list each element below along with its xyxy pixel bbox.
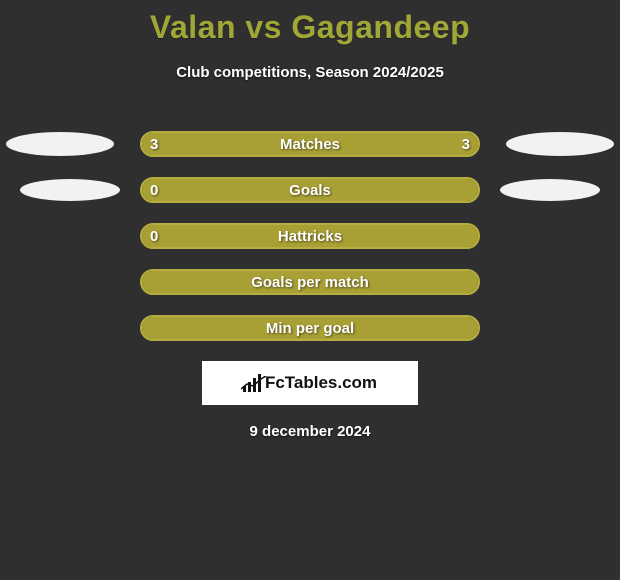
stat-label: Goals per match	[251, 274, 369, 291]
subtitle: Club competitions, Season 2024/2025	[0, 64, 620, 81]
stat-row-min_per_goal: Min per goal	[0, 305, 620, 351]
player-left-ellipse	[20, 179, 120, 201]
stat-right-value: 3	[462, 136, 470, 153]
stat-label: Min per goal	[266, 320, 354, 337]
stat-left-value: 0	[150, 182, 158, 199]
player-right-ellipse	[500, 179, 600, 201]
watermark: FcTables.com	[202, 361, 418, 405]
stat-bar: Goals	[140, 177, 480, 203]
stats-container: 3 3 Matches 0 Goals 0 Hattricks Goals per match…	[0, 121, 620, 351]
bars-icon	[243, 374, 261, 392]
watermark-inner: FcTables.com	[243, 373, 377, 393]
player-left-ellipse	[6, 132, 114, 156]
stat-row-matches: 3 3 Matches	[0, 121, 620, 167]
stat-row-goals: 0 Goals	[0, 167, 620, 213]
footer-date: 9 december 2024	[0, 423, 620, 440]
stat-bar: Hattricks	[140, 223, 480, 249]
stat-bar: Goals per match	[140, 269, 480, 295]
page-title: Valan vs Gagandeep	[0, 0, 620, 46]
trend-line-icon	[241, 376, 267, 390]
stat-left-value: 0	[150, 228, 158, 245]
stat-label: Matches	[280, 136, 340, 153]
stat-bar: Matches	[140, 131, 480, 157]
player-right-ellipse	[506, 132, 614, 156]
stat-label: Goals	[289, 182, 331, 199]
stat-row-goals_per_match: Goals per match	[0, 259, 620, 305]
watermark-text: FcTables.com	[265, 373, 377, 393]
stat-left-value: 3	[150, 136, 158, 153]
stat-bar: Min per goal	[140, 315, 480, 341]
stat-label: Hattricks	[278, 228, 342, 245]
stat-row-hattricks: 0 Hattricks	[0, 213, 620, 259]
